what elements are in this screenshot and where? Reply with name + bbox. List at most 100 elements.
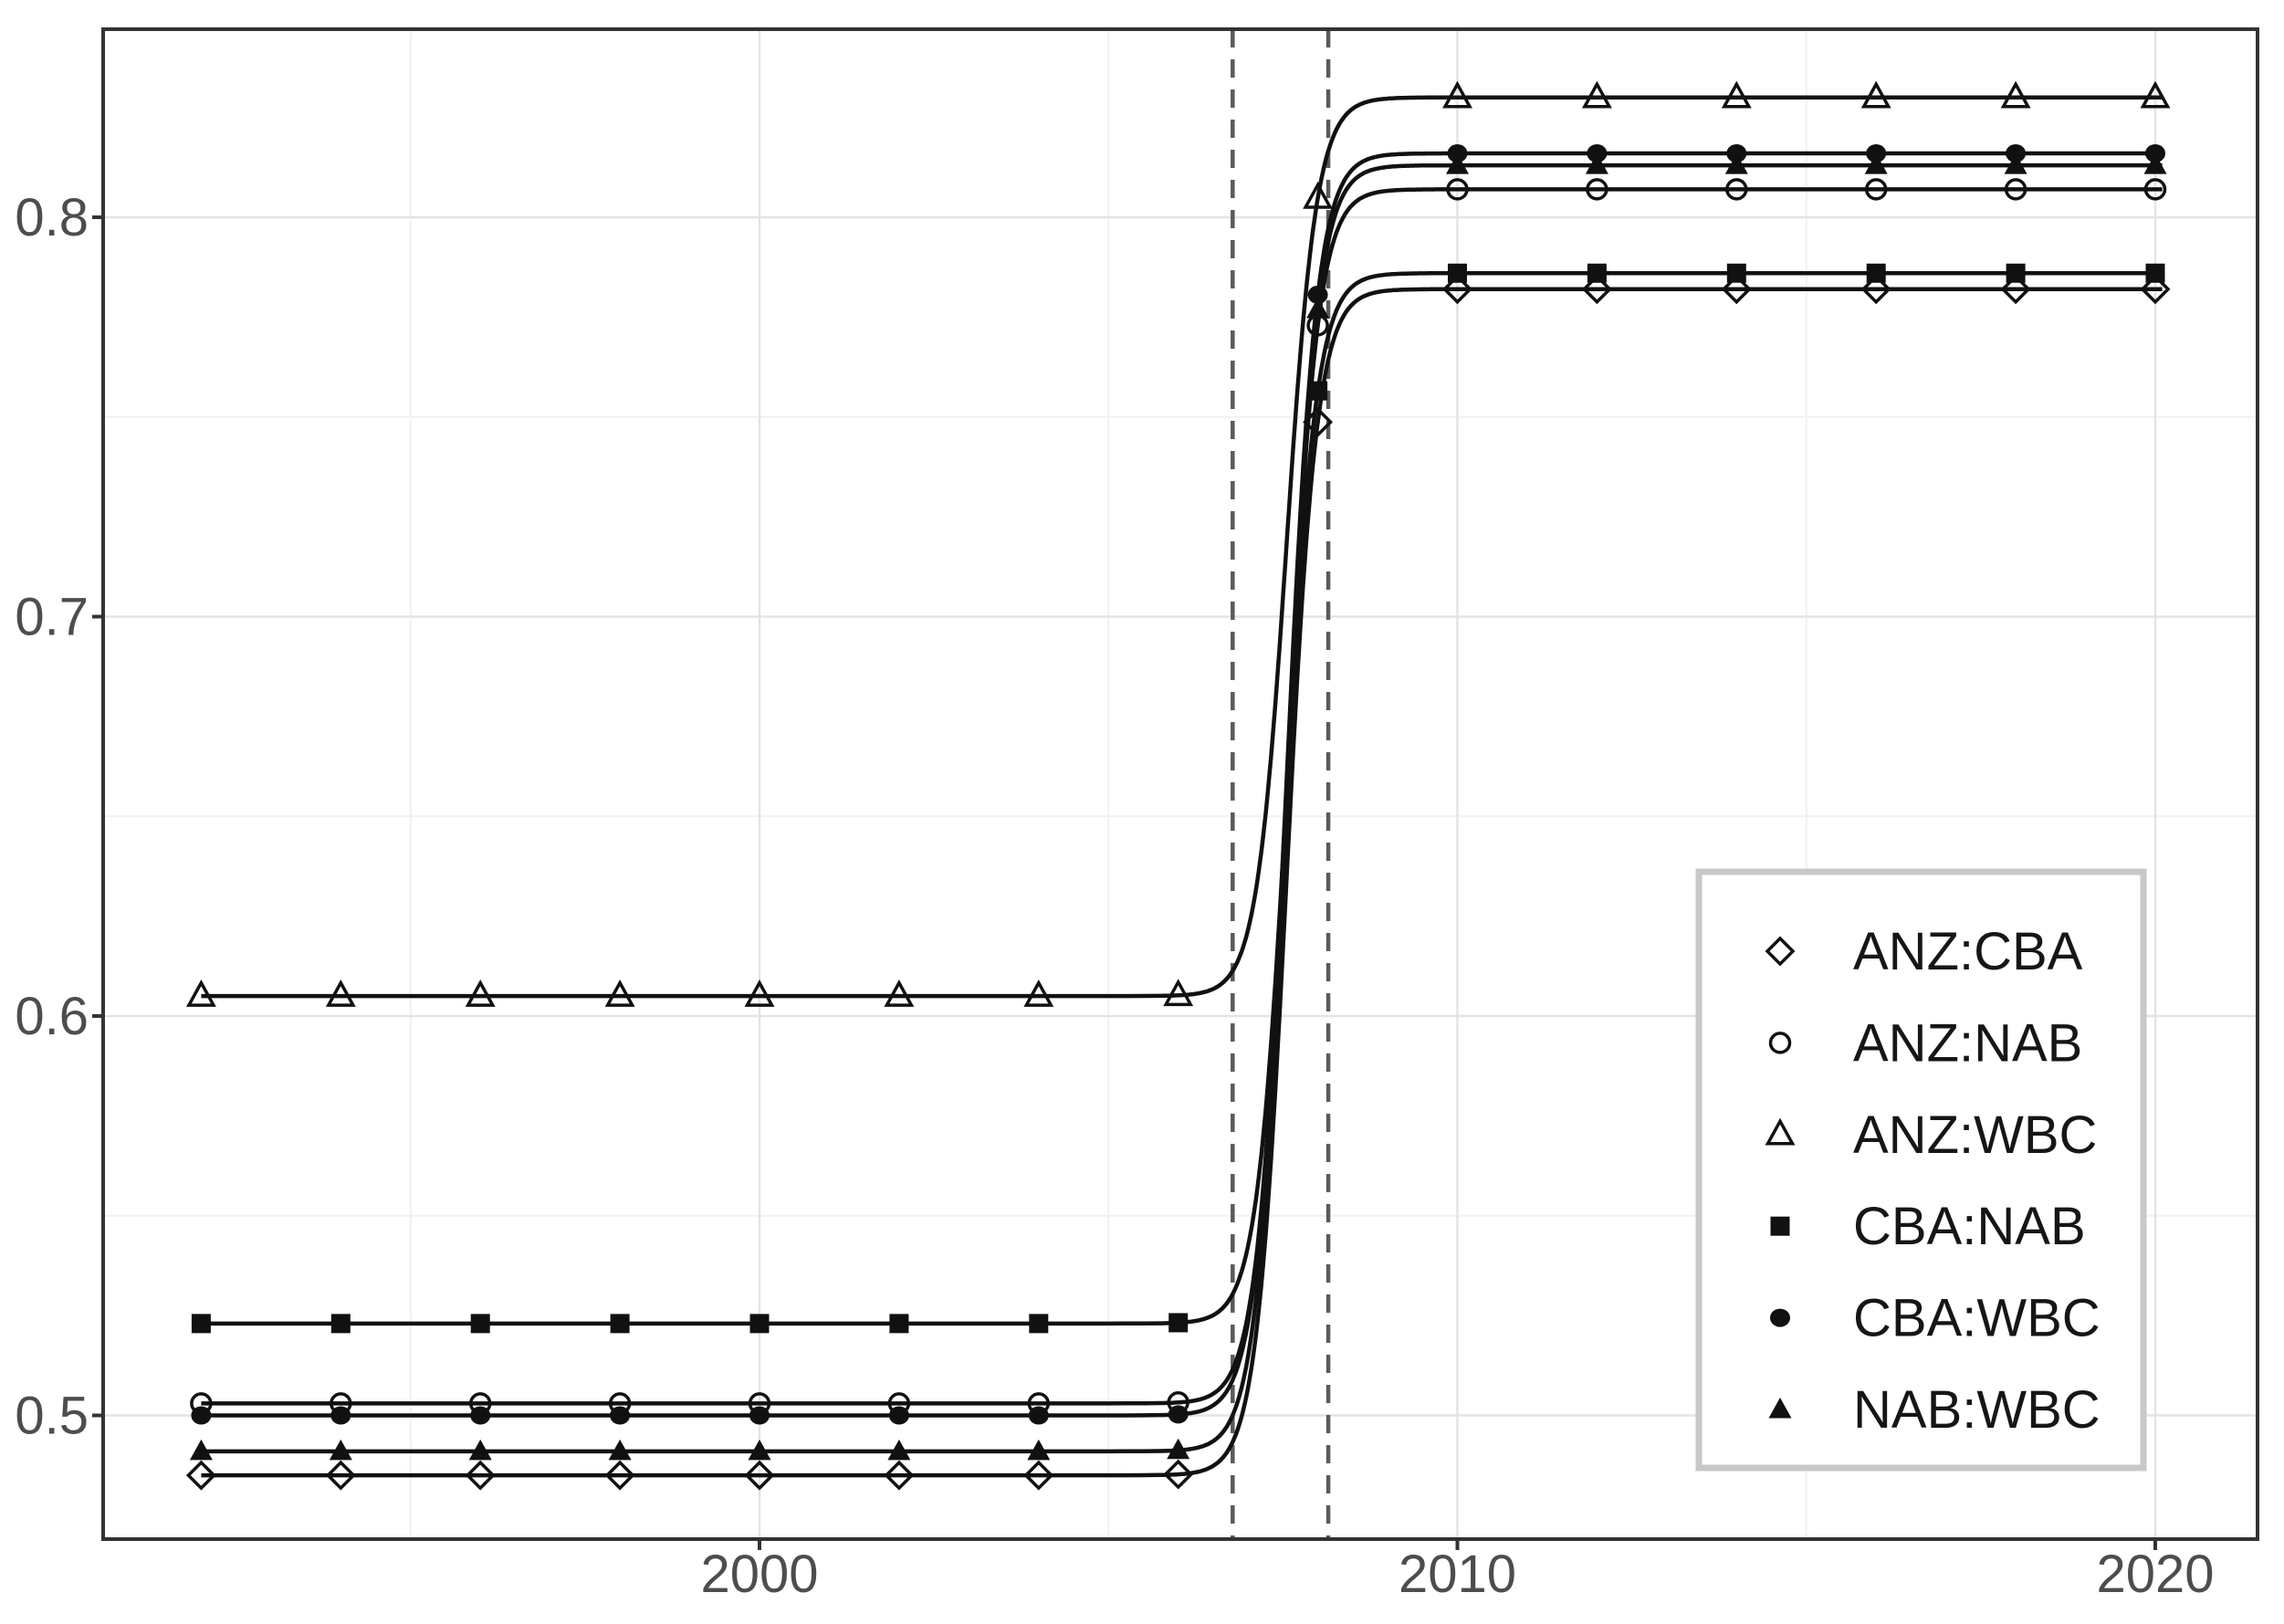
open-circle-marker-icon — [2143, 178, 2167, 201]
filled-circle-marker-icon — [1866, 144, 1887, 162]
open-triangle-marker-icon — [744, 980, 775, 1007]
filled-circle-marker-icon — [470, 1406, 491, 1425]
legend-item-label: CBA:WBC — [1853, 1289, 2101, 1348]
filled-square-marker-icon — [1168, 1313, 1189, 1333]
open-triangle-marker-icon — [884, 980, 915, 1007]
legend-item-label: ANZ:WBC — [1853, 1105, 2097, 1165]
series-NAB-WBC — [189, 153, 2167, 1461]
x-axis-tick-label: 2000 — [700, 1545, 818, 1604]
open-diamond-marker-icon — [1163, 1459, 1194, 1490]
filled-circle-marker-icon — [191, 1406, 212, 1425]
filled-circle-marker-icon — [1726, 144, 1747, 162]
open-circle-marker-icon — [1768, 1032, 1792, 1054]
filled-triangle-marker-icon — [748, 1439, 771, 1461]
legend-item-label: ANZ:CBA — [1853, 922, 2083, 981]
filled-circle-marker-icon — [2145, 144, 2165, 162]
filled-circle-marker-icon — [330, 1406, 351, 1425]
event-window-lines — [1231, 29, 1331, 1539]
open-circle-marker-icon — [1586, 178, 1608, 201]
filled-square-marker-icon — [330, 1314, 351, 1334]
open-diamond-marker-icon — [744, 1460, 775, 1491]
open-diamond-marker-icon — [1023, 1460, 1054, 1491]
series-line — [201, 95, 2163, 999]
x-axis: 2000 2010 2020 — [700, 1539, 2215, 1604]
filled-square-marker-icon — [1866, 263, 1886, 283]
open-triangle-marker-icon — [465, 980, 496, 1007]
filled-triangle-marker-icon — [329, 1439, 352, 1461]
open-circle-marker-icon — [1446, 178, 1469, 201]
filled-triangle-marker-icon — [189, 1439, 213, 1461]
filled-triangle-marker-icon — [2004, 153, 2027, 174]
filled-square-marker-icon — [191, 1314, 211, 1334]
x-axis-tick-label: 2020 — [2096, 1545, 2214, 1604]
y-axis-tick-label: 0.5 — [15, 1387, 89, 1446]
y-axis-tick-label: 0.8 — [15, 188, 89, 247]
y-axis-tick-label: 0.6 — [15, 987, 89, 1046]
filled-circle-marker-icon — [1168, 1405, 1189, 1424]
open-triangle-marker-icon — [1860, 80, 1891, 109]
open-circle-marker-icon — [1725, 178, 1748, 201]
legend: ANZ:CBA ANZ:NAB ANZ:WBC CBA:NAB CBA:WBC NAB:W… — [1695, 868, 2147, 1472]
filled-triangle-marker-icon — [1446, 153, 1469, 174]
filled-square-marker-icon — [2145, 263, 2165, 283]
panel-border-group — [101, 27, 2259, 1541]
x-axis-tick-label: 2010 — [1399, 1545, 1516, 1604]
filled-circle-marker-icon — [2006, 144, 2027, 162]
filled-square-marker-icon — [1448, 263, 1467, 283]
filled-square-marker-icon — [749, 1314, 770, 1334]
open-triangle-marker-icon — [1163, 979, 1194, 1007]
filled-triangle-marker-icon — [1585, 153, 1608, 174]
open-triangle-marker-icon — [185, 980, 216, 1007]
open-diamond-marker-icon — [884, 1460, 915, 1491]
legend-item-label: CBA:NAB — [1853, 1197, 2086, 1256]
open-triangle-marker-icon — [1581, 80, 1612, 109]
open-triangle-marker-icon — [1023, 979, 1054, 1007]
filled-square-marker-icon — [610, 1314, 630, 1334]
filled-triangle-marker-icon — [887, 1439, 911, 1461]
filled-circle-marker-icon — [1770, 1308, 1790, 1327]
gridlines — [103, 29, 2258, 1539]
series-line — [201, 162, 2163, 1454]
filled-square-marker-icon — [1029, 1314, 1049, 1334]
panel-border — [101, 27, 2259, 1541]
filled-circle-marker-icon — [1028, 1406, 1049, 1425]
open-triangle-marker-icon — [1765, 1117, 1796, 1146]
open-circle-marker-icon — [2004, 178, 2027, 201]
series-ANZ-WBC — [185, 80, 2171, 1007]
filled-triangle-marker-icon — [608, 1439, 632, 1461]
series-line — [201, 271, 2163, 1326]
open-triangle-marker-icon — [604, 980, 635, 1007]
legend-item-label: NAB:WBC — [1853, 1380, 2101, 1440]
filled-square-marker-icon — [1770, 1216, 1790, 1236]
filled-square-marker-icon — [1308, 381, 1328, 401]
open-triangle-marker-icon — [1721, 80, 1752, 109]
open-diamond-marker-icon — [604, 1460, 635, 1491]
legend-item-label: ANZ:NAB — [1853, 1013, 2082, 1073]
filled-triangle-marker-icon — [1768, 1398, 1792, 1419]
open-triangle-marker-icon — [1442, 80, 1472, 109]
filled-triangle-marker-icon — [1864, 153, 1888, 174]
filled-triangle-marker-icon — [468, 1439, 492, 1461]
filled-triangle-marker-icon — [1167, 1438, 1190, 1460]
filled-square-marker-icon — [889, 1314, 909, 1334]
filled-square-marker-icon — [1726, 263, 1746, 283]
filled-square-marker-icon — [2006, 263, 2026, 283]
open-triangle-marker-icon — [1303, 181, 1334, 209]
series-CBA-NAB — [191, 263, 2165, 1334]
filled-triangle-marker-icon — [2143, 153, 2167, 174]
open-diamond-marker-icon — [325, 1460, 356, 1491]
filled-triangle-marker-icon — [1724, 153, 1748, 174]
open-diamond-marker-icon — [185, 1460, 216, 1491]
open-triangle-marker-icon — [2000, 80, 2031, 109]
open-triangle-marker-icon — [2140, 80, 2171, 109]
open-triangle-marker-icon — [325, 980, 356, 1007]
filled-circle-marker-icon — [888, 1406, 909, 1425]
y-axis: 0.5 0.6 0.7 0.8 — [15, 188, 103, 1446]
open-diamond-marker-icon — [1765, 936, 1796, 967]
legend-box — [1695, 868, 2147, 1472]
filled-triangle-marker-icon — [1027, 1439, 1051, 1461]
filled-triangle-marker-icon — [1306, 297, 1330, 319]
filled-circle-marker-icon — [1447, 144, 1468, 163]
